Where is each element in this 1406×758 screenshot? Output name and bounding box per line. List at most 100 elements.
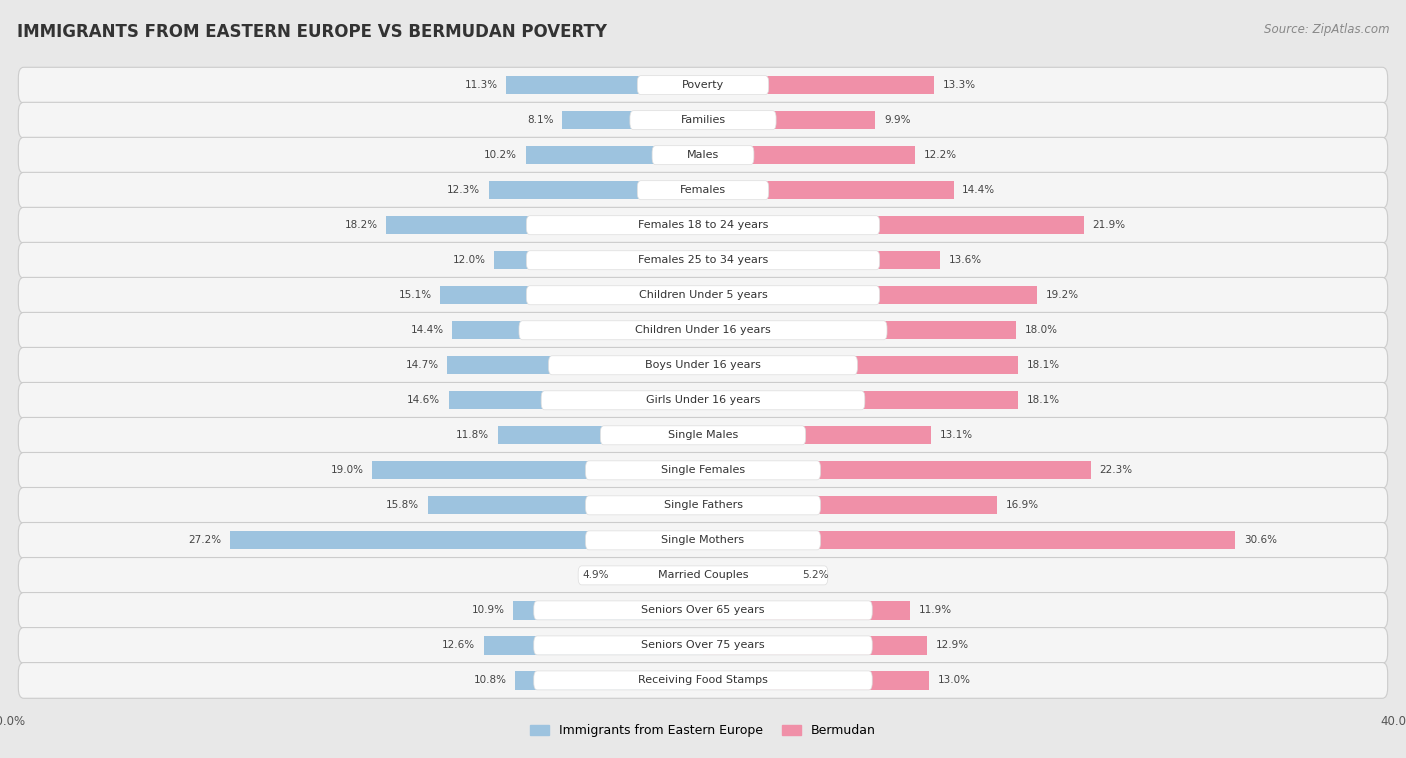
FancyBboxPatch shape — [18, 137, 1388, 173]
Text: Seniors Over 65 years: Seniors Over 65 years — [641, 606, 765, 615]
Text: 19.0%: 19.0% — [330, 465, 364, 475]
Bar — [703, 601, 910, 619]
Text: 18.1%: 18.1% — [1026, 396, 1060, 406]
Bar — [703, 636, 928, 654]
Text: Families: Families — [681, 115, 725, 125]
Text: 18.1%: 18.1% — [1026, 360, 1060, 370]
Text: 14.4%: 14.4% — [962, 185, 995, 196]
Bar — [506, 76, 703, 94]
Text: 11.3%: 11.3% — [464, 80, 498, 90]
Text: Girls Under 16 years: Girls Under 16 years — [645, 396, 761, 406]
Bar — [447, 356, 703, 374]
Bar — [495, 251, 703, 269]
Text: 18.0%: 18.0% — [1025, 325, 1057, 335]
FancyBboxPatch shape — [585, 496, 821, 515]
FancyBboxPatch shape — [600, 426, 806, 445]
FancyBboxPatch shape — [519, 321, 887, 340]
Text: 5.2%: 5.2% — [803, 570, 828, 581]
Text: Single Females: Single Females — [661, 465, 745, 475]
Text: Males: Males — [688, 150, 718, 160]
Text: 9.9%: 9.9% — [884, 115, 911, 125]
FancyBboxPatch shape — [534, 601, 872, 620]
Text: Single Fathers: Single Fathers — [664, 500, 742, 510]
Text: 13.3%: 13.3% — [943, 80, 976, 90]
Bar — [617, 566, 703, 584]
FancyBboxPatch shape — [526, 286, 880, 305]
Bar — [515, 672, 703, 690]
Text: Single Males: Single Males — [668, 431, 738, 440]
Text: 11.9%: 11.9% — [918, 606, 952, 615]
Bar — [449, 391, 703, 409]
Text: 22.3%: 22.3% — [1099, 465, 1133, 475]
FancyBboxPatch shape — [652, 146, 754, 164]
Text: 19.2%: 19.2% — [1046, 290, 1078, 300]
Text: 10.8%: 10.8% — [474, 675, 506, 685]
Text: 12.3%: 12.3% — [447, 185, 481, 196]
Text: Females 25 to 34 years: Females 25 to 34 years — [638, 255, 768, 265]
Bar — [703, 531, 1236, 550]
Bar — [703, 286, 1038, 305]
Text: Females 18 to 24 years: Females 18 to 24 years — [638, 221, 768, 230]
FancyBboxPatch shape — [18, 522, 1388, 558]
Bar — [513, 601, 703, 619]
FancyBboxPatch shape — [18, 383, 1388, 418]
Bar — [703, 216, 1084, 234]
Bar — [703, 496, 997, 515]
Text: 4.9%: 4.9% — [582, 570, 609, 581]
FancyBboxPatch shape — [18, 628, 1388, 663]
Bar — [489, 181, 703, 199]
FancyBboxPatch shape — [18, 418, 1388, 453]
FancyBboxPatch shape — [534, 671, 872, 690]
Text: 8.1%: 8.1% — [527, 115, 554, 125]
Text: 13.1%: 13.1% — [939, 431, 973, 440]
Bar — [703, 426, 931, 444]
Text: Females: Females — [681, 185, 725, 196]
Text: 15.8%: 15.8% — [387, 500, 419, 510]
Text: Children Under 16 years: Children Under 16 years — [636, 325, 770, 335]
Text: 14.4%: 14.4% — [411, 325, 444, 335]
Bar — [229, 531, 703, 550]
Bar — [703, 672, 929, 690]
FancyBboxPatch shape — [585, 461, 821, 480]
Bar — [526, 146, 703, 164]
Bar — [703, 146, 915, 164]
Text: Source: ZipAtlas.com: Source: ZipAtlas.com — [1264, 23, 1389, 36]
FancyBboxPatch shape — [18, 102, 1388, 138]
Text: 14.6%: 14.6% — [408, 396, 440, 406]
Text: 12.0%: 12.0% — [453, 255, 485, 265]
FancyBboxPatch shape — [526, 216, 880, 235]
FancyBboxPatch shape — [18, 277, 1388, 313]
FancyBboxPatch shape — [534, 636, 872, 655]
Text: 12.6%: 12.6% — [441, 641, 475, 650]
FancyBboxPatch shape — [637, 180, 769, 199]
Text: 12.9%: 12.9% — [936, 641, 969, 650]
Bar — [562, 111, 703, 130]
Bar — [703, 566, 793, 584]
Legend: Immigrants from Eastern Europe, Bermudan: Immigrants from Eastern Europe, Bermudan — [530, 725, 876, 738]
Bar — [703, 391, 1018, 409]
Bar — [703, 356, 1018, 374]
Bar — [703, 111, 876, 130]
Text: 18.2%: 18.2% — [344, 221, 378, 230]
FancyBboxPatch shape — [578, 566, 828, 585]
Text: 14.7%: 14.7% — [405, 360, 439, 370]
Bar — [703, 76, 935, 94]
Text: 10.9%: 10.9% — [471, 606, 505, 615]
FancyBboxPatch shape — [18, 487, 1388, 523]
FancyBboxPatch shape — [18, 662, 1388, 698]
FancyBboxPatch shape — [18, 67, 1388, 103]
FancyBboxPatch shape — [18, 243, 1388, 278]
Text: 30.6%: 30.6% — [1244, 535, 1277, 545]
FancyBboxPatch shape — [18, 208, 1388, 243]
Text: 13.0%: 13.0% — [938, 675, 972, 685]
Text: Single Mothers: Single Mothers — [661, 535, 745, 545]
FancyBboxPatch shape — [18, 347, 1388, 383]
FancyBboxPatch shape — [630, 111, 776, 130]
FancyBboxPatch shape — [541, 391, 865, 410]
Text: 12.2%: 12.2% — [924, 150, 957, 160]
Text: 21.9%: 21.9% — [1092, 221, 1126, 230]
Bar — [703, 321, 1017, 340]
Bar — [453, 321, 703, 340]
Text: 10.2%: 10.2% — [484, 150, 517, 160]
Text: Boys Under 16 years: Boys Under 16 years — [645, 360, 761, 370]
